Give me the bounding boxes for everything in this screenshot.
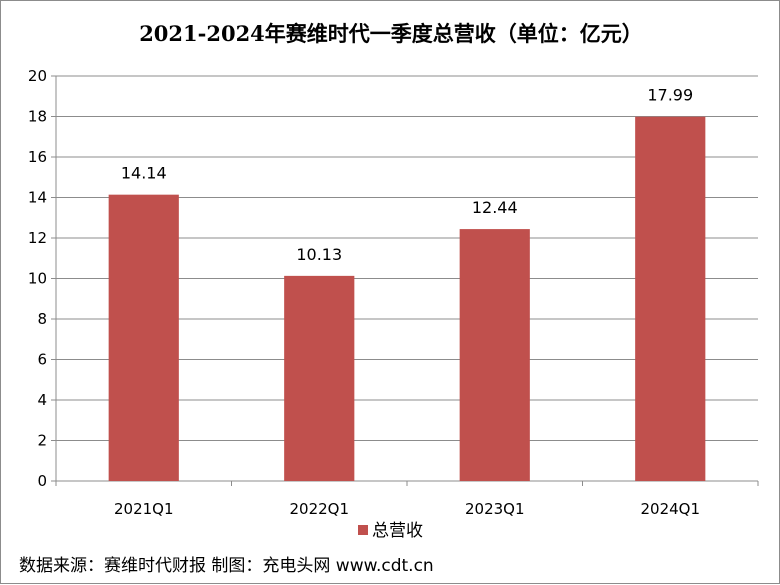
y-tick-label: 6 [37,351,47,369]
bars [108,116,706,482]
bar [284,275,355,481]
x-tick-label: 2021Q1 [114,500,174,518]
x-tick-label: 2022Q1 [289,500,349,518]
y-tick-label: 4 [37,391,47,409]
legend-label: 总营收 [372,521,423,541]
legend-swatch [358,525,368,535]
y-tick-label: 10 [28,270,47,288]
source-note: 数据来源：赛维时代财报 制图：充电头网 www.cdt.cn [19,555,434,576]
y-tick-label: 20 [28,67,47,85]
x-tick-label: 2023Q1 [465,500,525,518]
y-axis-ticks: 0 2 4 6 8 10 12 14 16 18 20 [28,67,47,490]
data-labels: 14.14 10.13 12.44 17.99 [121,86,693,264]
x-tick-label: 2024Q1 [640,500,700,518]
y-tick-label: 14 [28,189,47,207]
y-tick-label: 16 [28,148,47,166]
bar [108,194,179,482]
y-tick-label: 12 [28,229,47,247]
data-label: 10.13 [296,245,342,264]
data-label: 17.99 [647,86,693,105]
chart-title: 2021-2024年赛维时代一季度总营收（单位：亿元） [139,21,643,46]
data-label: 12.44 [472,198,518,217]
data-label: 14.14 [121,164,167,183]
bar [459,229,530,481]
legend: 总营收 [358,521,423,541]
bar [635,116,706,481]
x-axis-ticks: 2021Q1 2022Q1 2023Q1 2024Q1 [114,500,700,518]
y-tick-label: 0 [37,472,47,490]
y-tick-label: 8 [37,310,47,328]
y-tick-label: 2 [37,432,47,450]
y-tick-label: 18 [28,108,47,126]
